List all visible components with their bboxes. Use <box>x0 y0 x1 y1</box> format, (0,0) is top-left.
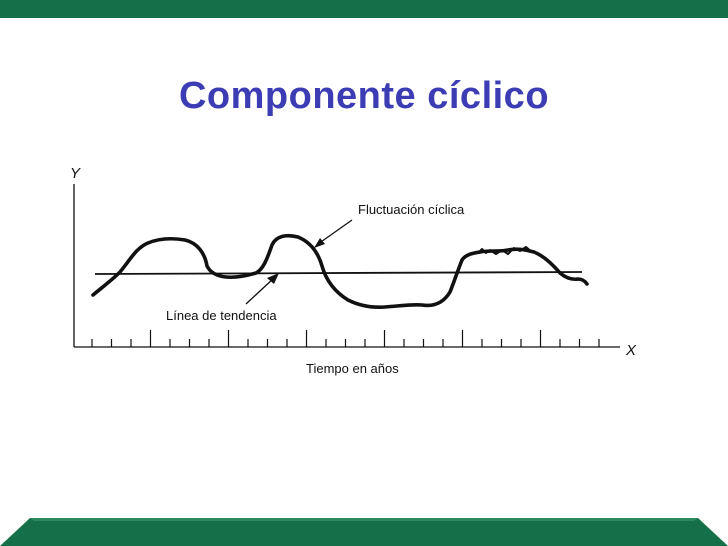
trend-label: Línea de tendencia <box>166 308 277 323</box>
cyclic-arrow-shaft <box>317 219 353 245</box>
time-axis-label: Tiempo en años <box>306 361 399 376</box>
trend-line <box>94 271 583 275</box>
cyclic-label: Fluctuación cíclica <box>358 202 465 217</box>
cyclic-fluctuation-curve <box>91 233 589 310</box>
y-axis-label: Y <box>70 165 81 182</box>
curve-jitter <box>477 246 533 255</box>
bottom-band <box>0 518 728 546</box>
cyclic-arrowhead <box>314 238 325 248</box>
slide-title: Componente cíclico <box>178 75 550 117</box>
trend-arrow-shaft <box>245 277 275 305</box>
cyclic-component-diagram: Y X Fluctuación cíclica Línea de tendenc… <box>70 165 637 376</box>
x-axis-label: X <box>625 342 637 359</box>
trend-arrowhead <box>267 273 279 284</box>
x-axis-ticks <box>91 330 600 347</box>
top-band <box>0 0 728 18</box>
